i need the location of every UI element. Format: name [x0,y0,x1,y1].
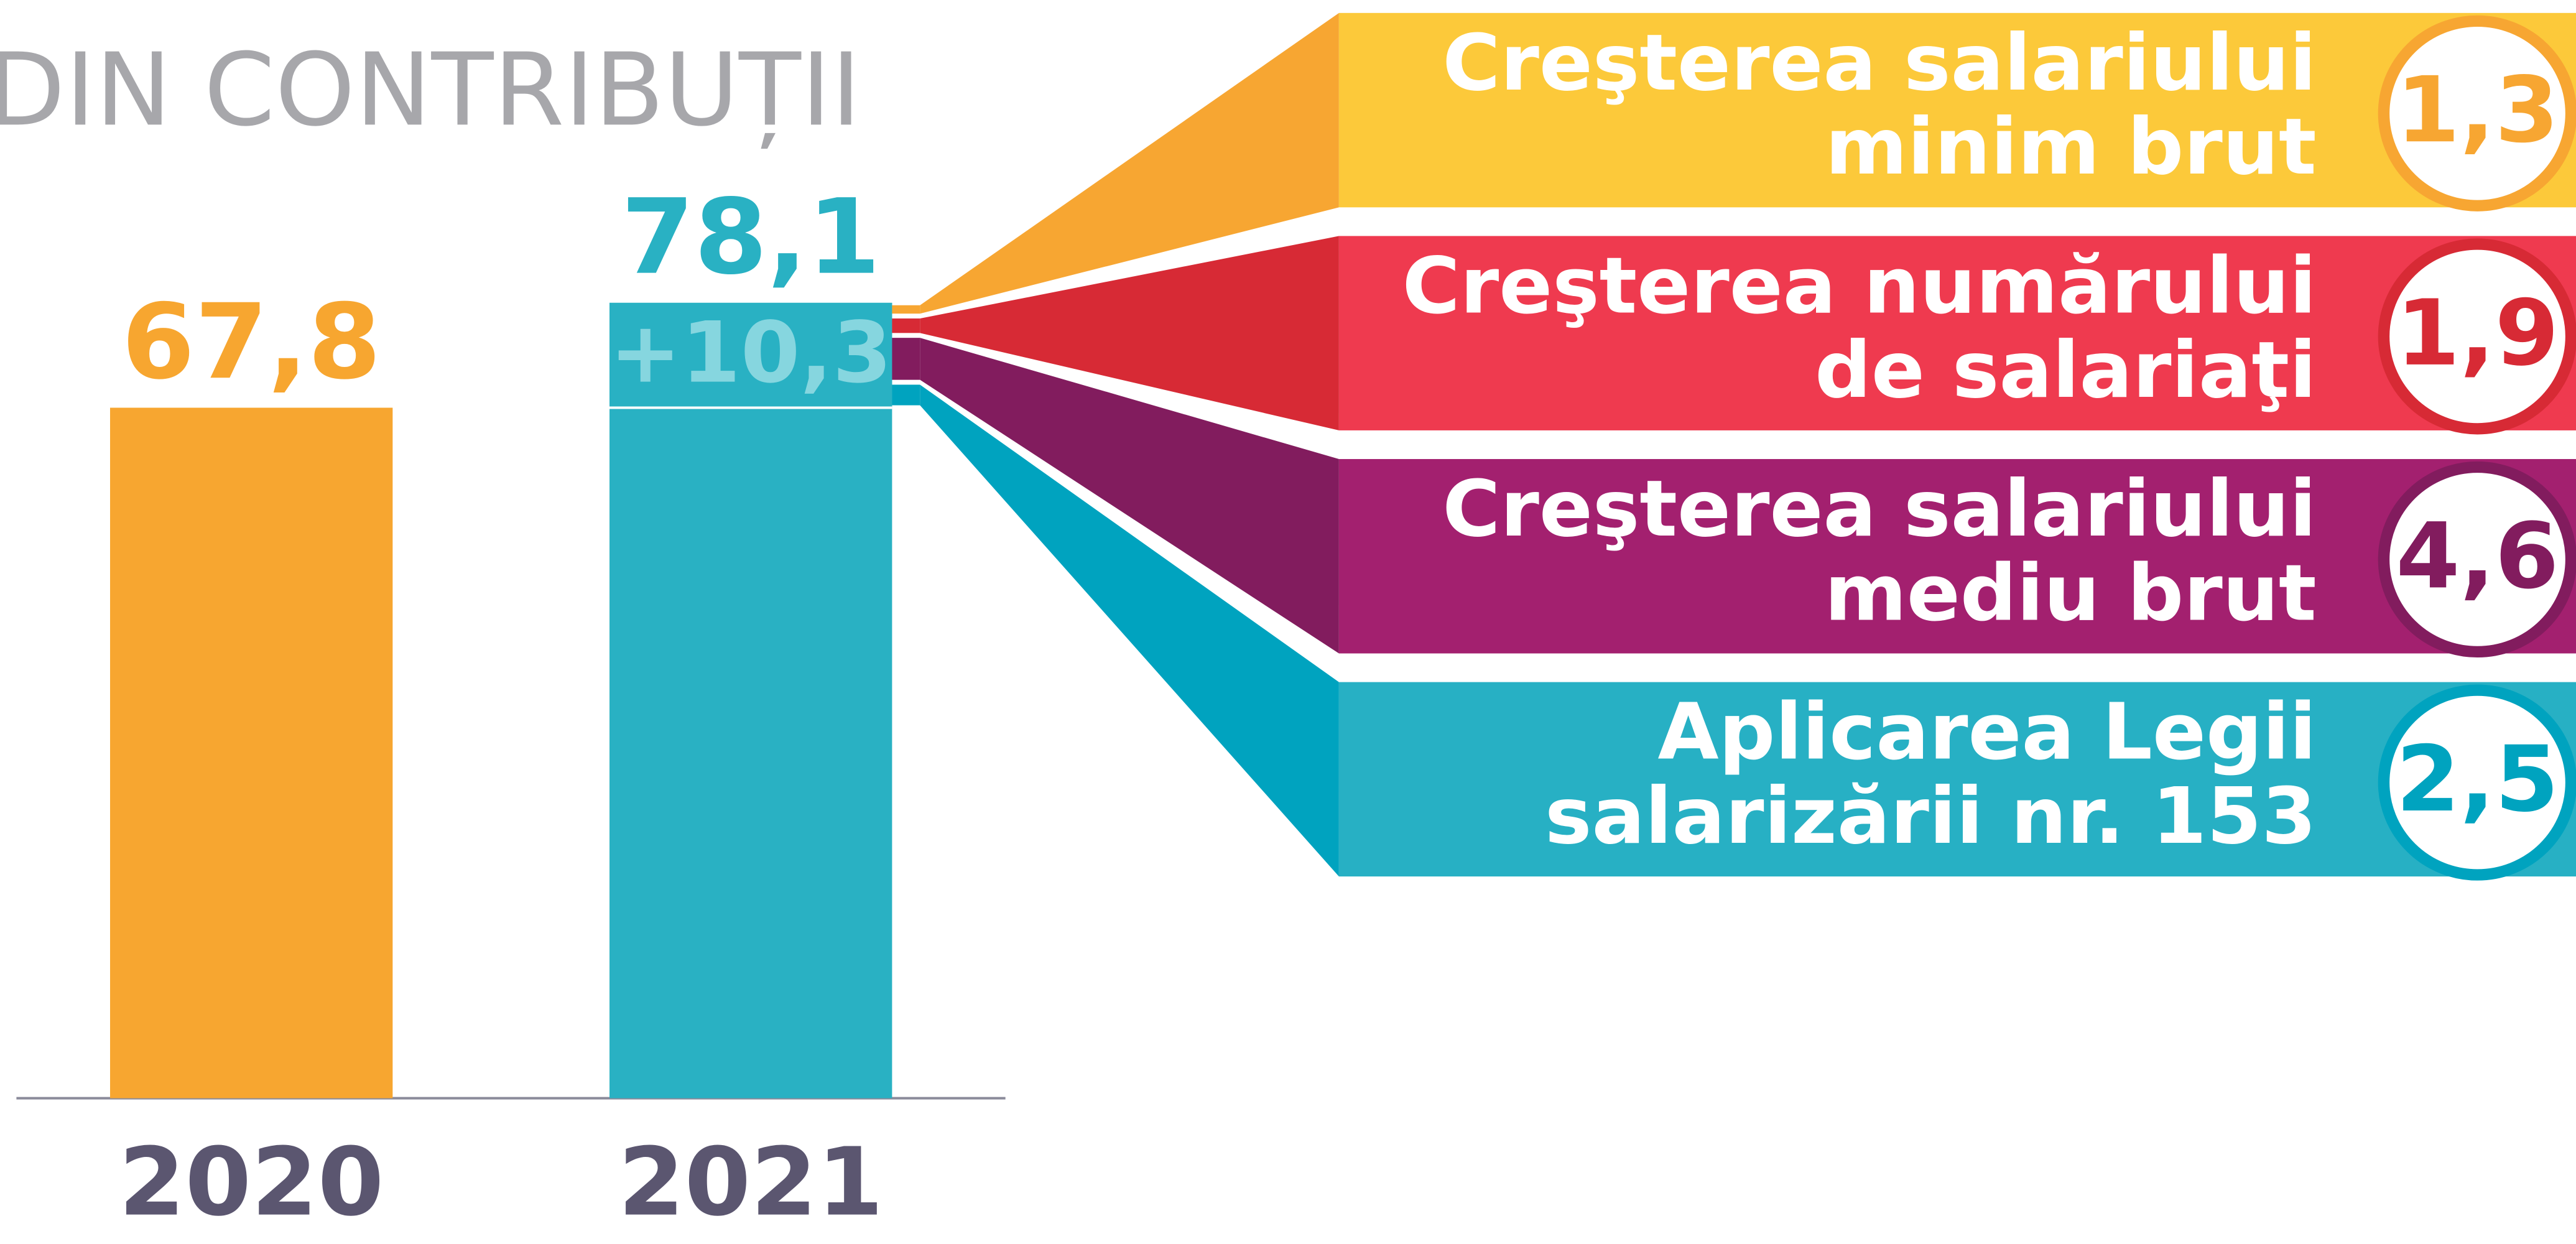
component-box [1338,12,2576,208]
x-tick-label: 2020 [119,1128,384,1237]
component-segment [892,338,920,380]
component-label: de salariaţi [1815,325,2317,415]
value-badge [2378,461,2576,657]
bar [609,302,892,1098]
component-label: Aplicarea Legii [1657,686,2316,777]
chart-title: DIN CONTRIBUȚII [0,32,861,149]
increase-segment [609,302,892,408]
value-label: 78,1 [621,177,881,298]
connector [920,236,1339,430]
component-value: 4,6 [2396,503,2559,609]
component-label: Creşterea numărului [1402,240,2317,331]
component-label: salarizării nr. 153 [1545,771,2317,861]
component-label: Creşterea salariului [1442,463,2316,554]
component-label: minim brut [1825,101,2317,192]
component-segment [892,318,920,333]
connector [920,384,1339,877]
x-tick-label: 2021 [618,1128,883,1237]
component-label: Creşterea salariului [1442,17,2316,108]
component-label: mediu brut [1825,547,2317,638]
component-box [1338,682,2576,877]
value-label: 67,8 [122,281,381,402]
component-value: 2,5 [2396,726,2559,832]
component-segment [892,305,920,314]
bar [109,407,393,1098]
increase-label: +10,3 [609,304,892,402]
component-box [1338,459,2576,654]
value-badge [2378,238,2576,435]
connector [920,338,1339,654]
value-badge [2378,15,2576,211]
component-box [1338,236,2576,430]
component-value: 1,9 [2396,281,2559,386]
connector [920,12,1339,314]
value-badge [2378,684,2576,881]
component-segment [892,384,920,406]
component-value: 1,3 [2396,57,2559,163]
